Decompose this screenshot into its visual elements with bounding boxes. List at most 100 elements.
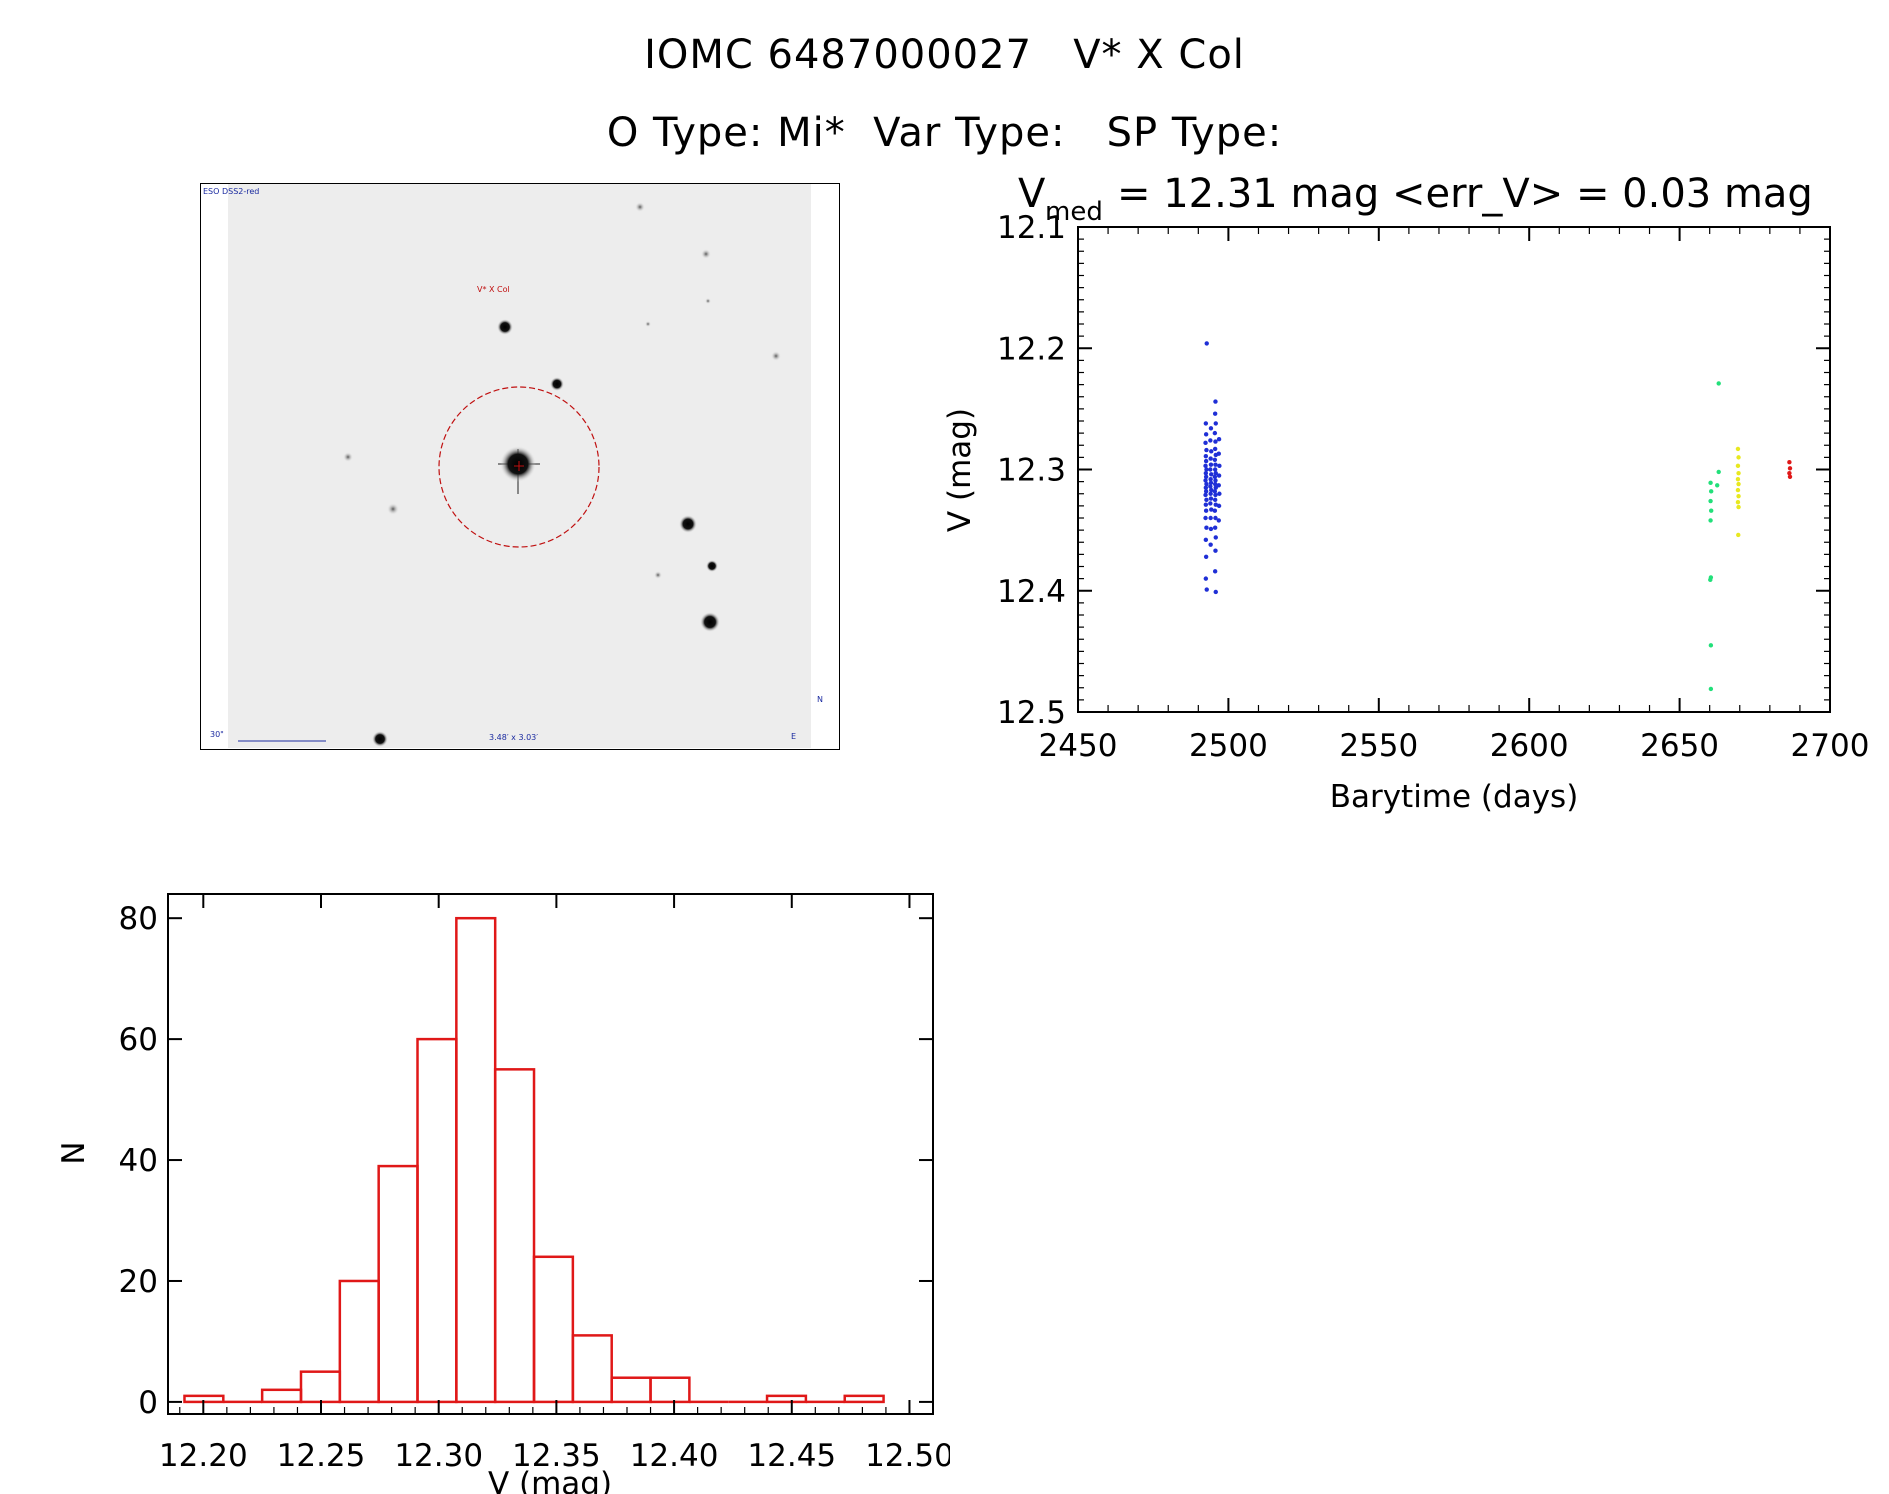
lc-point-segment-1 [1203,470,1209,476]
lc-point-segment-4 [1787,470,1792,476]
star [679,515,697,533]
hist-x-tick-label: 12.35 [512,1438,601,1474]
target-label: V* X Col [477,285,510,294]
lc-point-segment-1 [1216,436,1222,442]
lc-point-segment-1 [1204,525,1209,530]
lc-point-segment-2 [1716,469,1721,475]
lc-point-segment-4 [1787,466,1793,471]
lc-point-segment-2 [1708,498,1713,504]
star [635,202,645,212]
lc-point-segment-3 [1736,504,1741,510]
lc-point-segment-1 [1208,467,1213,472]
lc-point-segment-1 [1203,453,1209,459]
star [343,452,353,462]
hist-bars [183,916,885,1404]
lc-point-segment-1 [1204,467,1209,472]
lc-point-segment-1 [1208,484,1213,489]
hist-x-tick-label: 12.25 [277,1438,366,1474]
lc-point-segment-1 [1212,446,1218,452]
lc-data-points [1203,341,1793,692]
scale-label: 30" [210,730,224,739]
star [705,298,711,304]
lc-point-segment-1 [1213,462,1218,467]
hist-y-tick-label: 40 [119,1143,158,1179]
hist-bar [377,1164,419,1404]
hist-plot-frame [167,893,934,1415]
lc-point-segment-1 [1203,458,1209,464]
lc-point-segment-1 [1203,502,1209,507]
hist-bar [260,1388,303,1404]
figure-subtitle: O Type: Mi* Var Type: SP Type: [0,110,1889,156]
lc-point-segment-1 [1204,481,1209,487]
lc-y-label: V (mag) [942,408,978,532]
north-label: N [817,695,823,704]
lc-point-segment-1 [1213,535,1218,540]
target-aperture-circle [438,386,600,548]
lc-point-segment-1 [1204,447,1209,453]
lc-point-segment-1 [1213,470,1218,476]
lc-point-segment-1 [1213,515,1218,521]
star [387,503,399,515]
lc-point-segment-3 [1735,500,1741,505]
hist-bar [299,1370,342,1404]
lc-point-segment-1 [1213,485,1218,490]
lc-y-tick-label: 12.1 [997,210,1066,246]
lc-x-label: Barytime (days) [1330,779,1579,815]
lc-point-segment-1 [1208,438,1213,443]
lc-point-segment-1 [1213,399,1218,404]
lc-point-segment-1 [1212,497,1218,503]
lc-point-segment-1 [1203,474,1209,479]
lc-point-segment-1 [1208,491,1213,496]
lc-point-segment-3 [1736,481,1741,487]
lc-point-segment-1 [1208,426,1214,431]
lc-point-segment-1 [1212,569,1218,574]
hist-y-tick-label: 80 [119,901,158,937]
lc-point-segment-1 [1208,456,1213,461]
lc-y-tick-label: 12.2 [997,331,1066,367]
hist-bar [416,1037,458,1404]
sky-image [228,184,849,748]
lc-x-tick-label: 2500 [1189,728,1268,764]
lc-point-segment-1 [1203,432,1209,437]
lc-point-segment-1 [1213,492,1218,498]
star [645,321,651,327]
lc-point-segment-1 [1217,463,1222,469]
lc-point-segment-2 [1708,686,1714,692]
lc-point-segment-2 [1715,483,1720,488]
figure-title: IOMC 6487000027 V* X Col [0,32,1889,78]
hist-y-tick-label: 20 [119,1264,158,1300]
star [700,612,720,632]
lc-point-segment-1 [1212,489,1218,494]
lc-point-segment-1 [1212,411,1218,416]
lc-point-segment-1 [1213,548,1218,553]
lc-title-v: V [1018,171,1046,217]
lc-point-segment-1 [1209,507,1214,512]
hist-x-tick-label: 12.30 [394,1438,483,1474]
sky-image-panel: ESO DSS2-red V* X Col 30" 3.48′ x 3.03′ … [200,183,849,750]
star [550,377,564,391]
lc-point-segment-1 [1204,341,1209,346]
target-star [500,446,536,482]
hist-y-tick-label: 0 [138,1385,158,1421]
lc-point-segment-1 [1217,491,1222,496]
lc-point-segment-1 [1203,440,1208,446]
lc-y-tick-label: 12.3 [997,453,1066,489]
lc-point-segment-4 [1787,474,1793,479]
lc-point-segment-1 [1208,515,1213,521]
hist-bar [571,1334,613,1404]
lc-point-segment-1 [1203,508,1209,513]
lc-point-segment-1 [1213,439,1218,444]
lc-x-tick-label: 2550 [1339,728,1418,764]
lc-point-segment-1 [1208,496,1214,501]
light-curve-chart: V med = 12.31 mag <err_V> = 0.03 mag 245… [942,171,1869,815]
star [372,731,388,747]
lc-point-segment-3 [1735,446,1741,452]
lc-point-segment-1 [1212,481,1218,487]
hist-bar [610,1376,652,1404]
lc-point-segment-3 [1735,487,1741,493]
hist-x-tick-label: 12.45 [747,1438,836,1474]
lc-point-segment-1 [1212,430,1218,436]
lc-point-segment-1 [1209,487,1214,493]
lc-x-tick-label: 2450 [1039,728,1118,764]
lc-point-segment-1 [1208,462,1214,467]
